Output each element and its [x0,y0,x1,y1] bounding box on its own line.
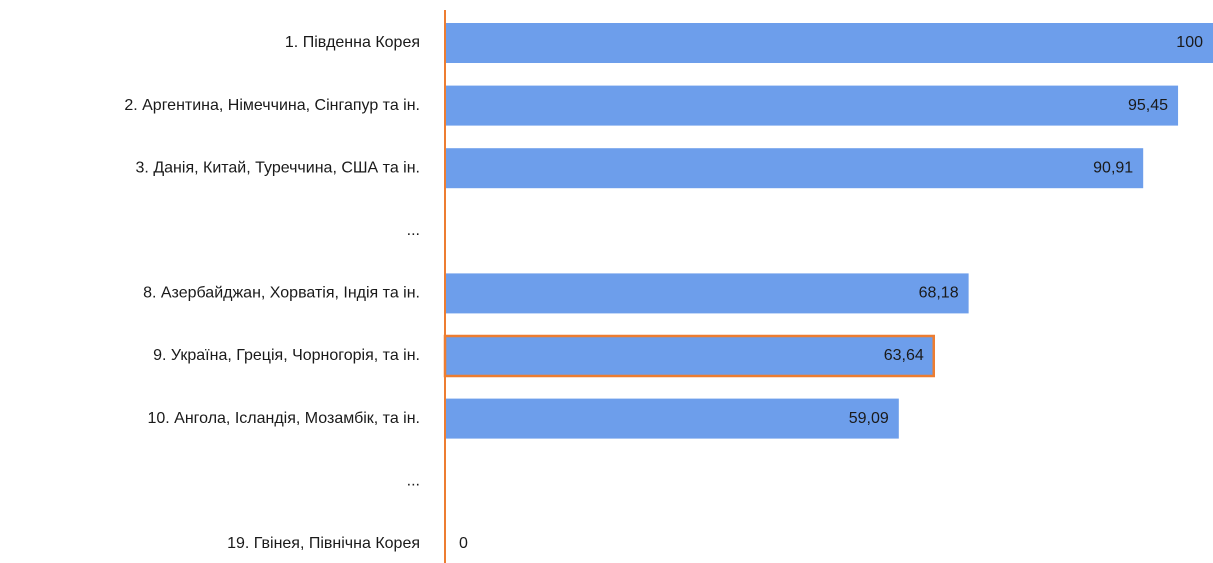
category-label: 9. Україна, Греція, Чорногорія, та ін. [153,347,420,364]
bar [445,23,1213,63]
bar [445,398,899,439]
bar [443,334,936,378]
category-label: 19. Гвінея, Північна Корея [227,535,420,552]
category-label: 8. Азербайджан, Хорватія, Індія та ін. [143,285,420,302]
category-label: ... [407,222,420,239]
category-label: 2. Аргентина, Німеччина, Сінгапур та ін. [124,97,420,114]
value-label: 90,91 [1093,159,1133,176]
value-label: 95,45 [1128,97,1168,114]
value-label: 68,18 [919,285,959,302]
bar [445,273,969,314]
category-label: 3. Данія, Китай, Туреччина, США та ін. [136,159,420,176]
value-label: 59,09 [849,410,889,427]
category-label: ... [407,472,420,489]
value-label: 100 [1176,34,1203,51]
bar [445,85,1179,126]
bar [445,148,1144,189]
category-label: 1. Південна Корея [285,34,420,51]
value-label: 63,64 [884,347,924,364]
value-label: 0 [459,535,468,552]
category-label: 10. Ангола, Ісландія, Мозамбік, та ін. [147,410,420,427]
